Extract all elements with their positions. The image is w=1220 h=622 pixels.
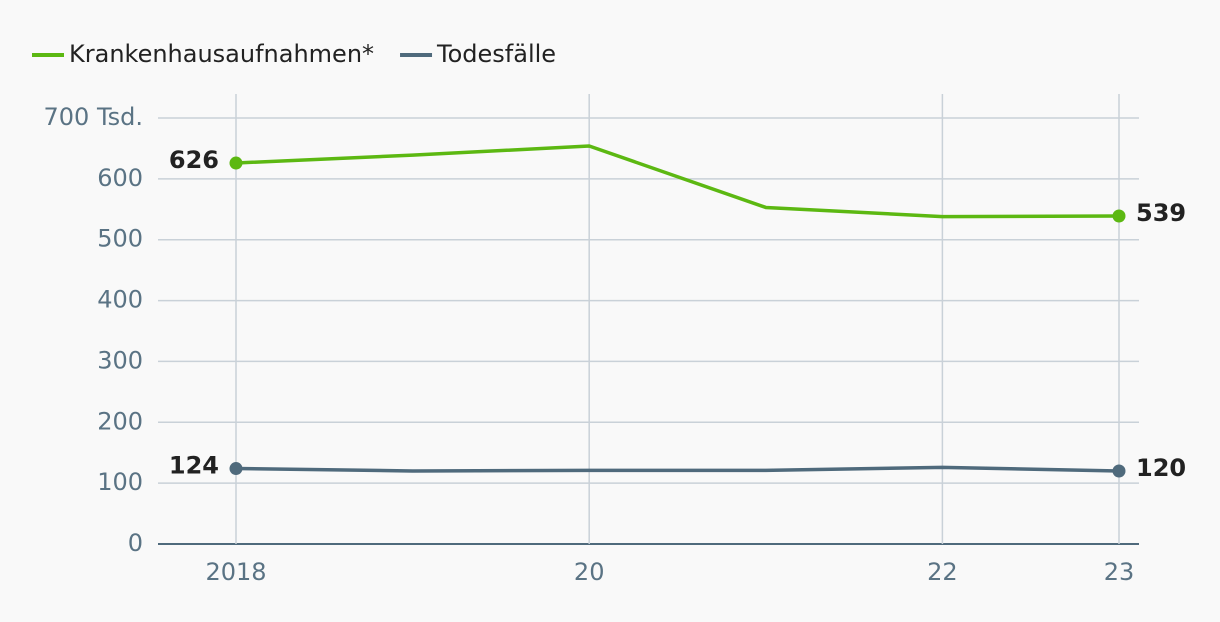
end-point xyxy=(1112,209,1126,223)
x-tick-label: 22 xyxy=(927,558,958,586)
y-tick-label: 200 xyxy=(97,407,143,435)
y-tick-label: 500 xyxy=(97,225,143,253)
data-label: 539 xyxy=(1136,199,1186,227)
y-tick-label: 300 xyxy=(97,346,143,374)
legend-label: Krankenhausaufnahmen* xyxy=(69,40,374,68)
x-tick-label: 2018 xyxy=(205,558,266,586)
y-tick-label: 400 xyxy=(97,286,143,314)
x-tick-label: 20 xyxy=(574,558,605,586)
y-tick-label: 700 Tsd. xyxy=(44,103,144,131)
legend-label: Todesfälle xyxy=(436,40,556,68)
y-tick-label: 0 xyxy=(128,529,143,557)
series-line xyxy=(235,144,1120,219)
y-tick-label: 600 xyxy=(97,164,143,192)
data-label: 120 xyxy=(1136,454,1186,482)
end-point xyxy=(1112,464,1126,478)
series-line xyxy=(235,465,1120,473)
end-point xyxy=(229,156,243,170)
data-label: 124 xyxy=(169,452,219,480)
end-point xyxy=(229,462,243,476)
data-label: 626 xyxy=(169,146,219,174)
x-tick-label: 23 xyxy=(1104,558,1135,586)
y-tick-label: 100 xyxy=(97,468,143,496)
